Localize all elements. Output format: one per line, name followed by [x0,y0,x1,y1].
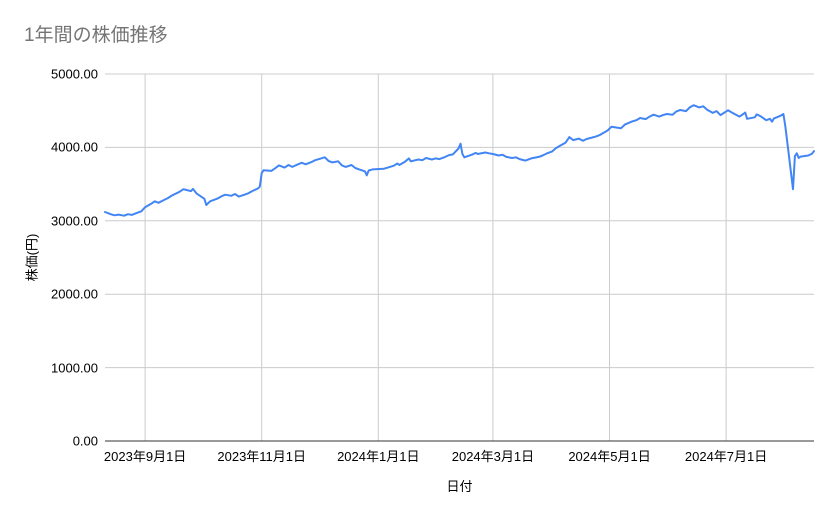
chart-title: 1年間の株価推移 [24,25,168,46]
y-tick-label: 4000.00 [51,139,98,155]
x-tick-label: 2024年7月1日 [684,449,768,464]
y-tick-label: 0.00 [72,433,98,449]
y-tick-label: 5000.00 [51,66,98,82]
x-tick-label: 2024年5月1日 [568,449,651,464]
x-tick-label: 2024年1月1日 [337,449,420,464]
y-tick-label: 1000.00 [51,360,98,376]
x-axis-title: 日付 [446,479,473,494]
x-tick-label: 2023年11月1日 [217,449,307,464]
x-tick-label: 2023年9月1日 [103,449,187,464]
y-tick-label: 3000.00 [51,213,98,229]
y-tick-label: 2000.00 [51,286,98,302]
x-tick-label: 2024年3月1日 [451,449,535,464]
price-line [104,104,815,217]
